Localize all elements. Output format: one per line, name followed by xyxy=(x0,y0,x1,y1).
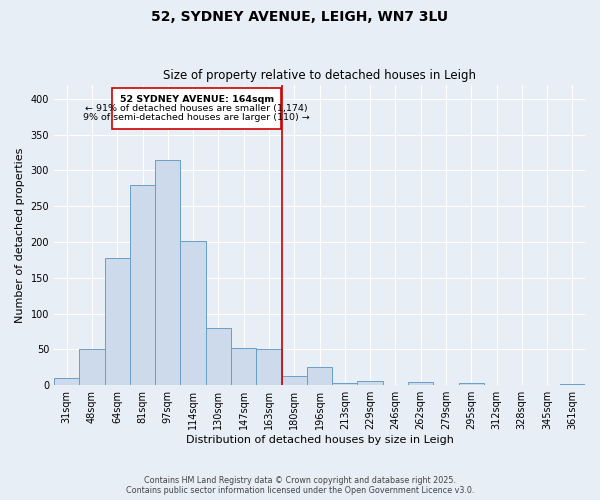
Bar xyxy=(332,383,358,385)
Bar xyxy=(231,348,256,385)
Text: ← 91% of detached houses are smaller (1,174): ← 91% of detached houses are smaller (1,… xyxy=(85,104,308,113)
Text: 52 SYDNEY AVENUE: 164sqm: 52 SYDNEY AVENUE: 164sqm xyxy=(119,94,274,104)
Bar xyxy=(79,350,104,385)
Bar xyxy=(155,160,181,385)
Title: Size of property relative to detached houses in Leigh: Size of property relative to detached ho… xyxy=(163,69,476,82)
X-axis label: Distribution of detached houses by size in Leigh: Distribution of detached houses by size … xyxy=(185,435,454,445)
Text: 9% of semi-detached houses are larger (110) →: 9% of semi-detached houses are larger (1… xyxy=(83,113,310,122)
Bar xyxy=(281,376,307,385)
Bar xyxy=(458,383,484,385)
Bar xyxy=(130,185,155,385)
Bar xyxy=(181,240,206,385)
Y-axis label: Number of detached properties: Number of detached properties xyxy=(15,147,25,322)
Bar xyxy=(358,381,383,385)
FancyBboxPatch shape xyxy=(112,88,281,129)
Text: 52, SYDNEY AVENUE, LEIGH, WN7 3LU: 52, SYDNEY AVENUE, LEIGH, WN7 3LU xyxy=(151,10,449,24)
Bar xyxy=(560,384,585,385)
Bar xyxy=(206,328,231,385)
Bar xyxy=(104,258,130,385)
Bar xyxy=(54,378,79,385)
Bar xyxy=(408,382,433,385)
Bar xyxy=(307,368,332,385)
Bar xyxy=(256,350,281,385)
Text: Contains HM Land Registry data © Crown copyright and database right 2025.
Contai: Contains HM Land Registry data © Crown c… xyxy=(126,476,474,495)
